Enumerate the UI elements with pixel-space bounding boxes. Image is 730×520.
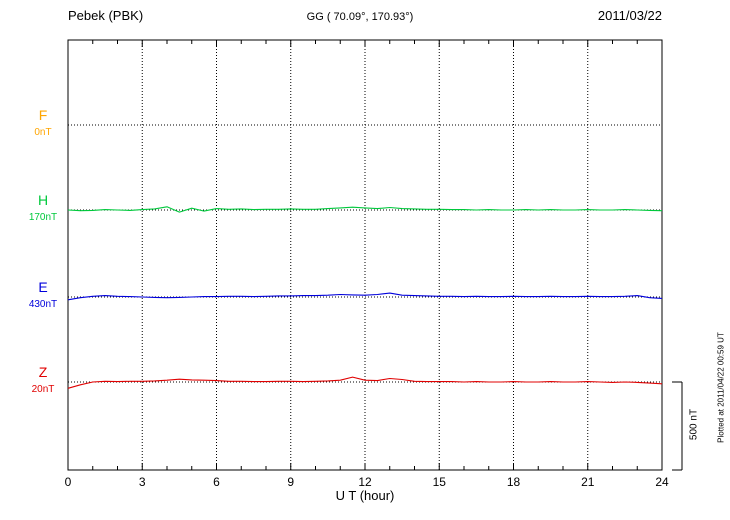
component-letter-z: Z xyxy=(38,364,48,380)
component-label-f: F 0nT xyxy=(20,108,66,138)
component-baseline-f: 0nT xyxy=(34,127,52,138)
component-label-z: Z 20nT xyxy=(20,365,66,395)
x-tick-label: 18 xyxy=(507,475,521,489)
component-letter-e: E xyxy=(38,279,48,295)
x-tick-label: 15 xyxy=(433,475,447,489)
component-letter-h: H xyxy=(37,192,49,208)
x-tick-label: 6 xyxy=(213,475,220,489)
gg-coordinates: GG ( 70.09°, 170.93°) xyxy=(306,11,414,23)
x-tick-label: 24 xyxy=(655,475,669,489)
component-baseline-z: 20nT xyxy=(31,384,55,395)
x-axis-label: U T (hour) xyxy=(335,488,395,503)
trace-e xyxy=(67,292,663,301)
scale-bar-label: 500 nT xyxy=(688,408,700,441)
station-name: Pebek (PBK) xyxy=(68,8,144,23)
component-label-h: H 170nT xyxy=(20,193,66,223)
x-tick-label: 3 xyxy=(139,475,146,489)
component-label-e: E 430nT xyxy=(20,280,66,310)
x-tick-label: 12 xyxy=(358,475,372,489)
x-tick-label: 9 xyxy=(287,475,294,489)
component-baseline-e: 430nT xyxy=(28,299,58,310)
x-tick-label: 21 xyxy=(581,475,595,489)
plotted-at-note: Plotted at 2011/04/22 00:59 UT xyxy=(716,332,726,443)
component-letter-f: F xyxy=(38,107,48,123)
trace-h xyxy=(67,206,663,213)
plot-frame xyxy=(67,39,663,471)
x-tick-label: 0 xyxy=(65,475,72,489)
plot-date: 2011/03/22 xyxy=(597,8,662,23)
component-baseline-h: 170nT xyxy=(28,212,58,223)
trace-z xyxy=(67,376,663,389)
